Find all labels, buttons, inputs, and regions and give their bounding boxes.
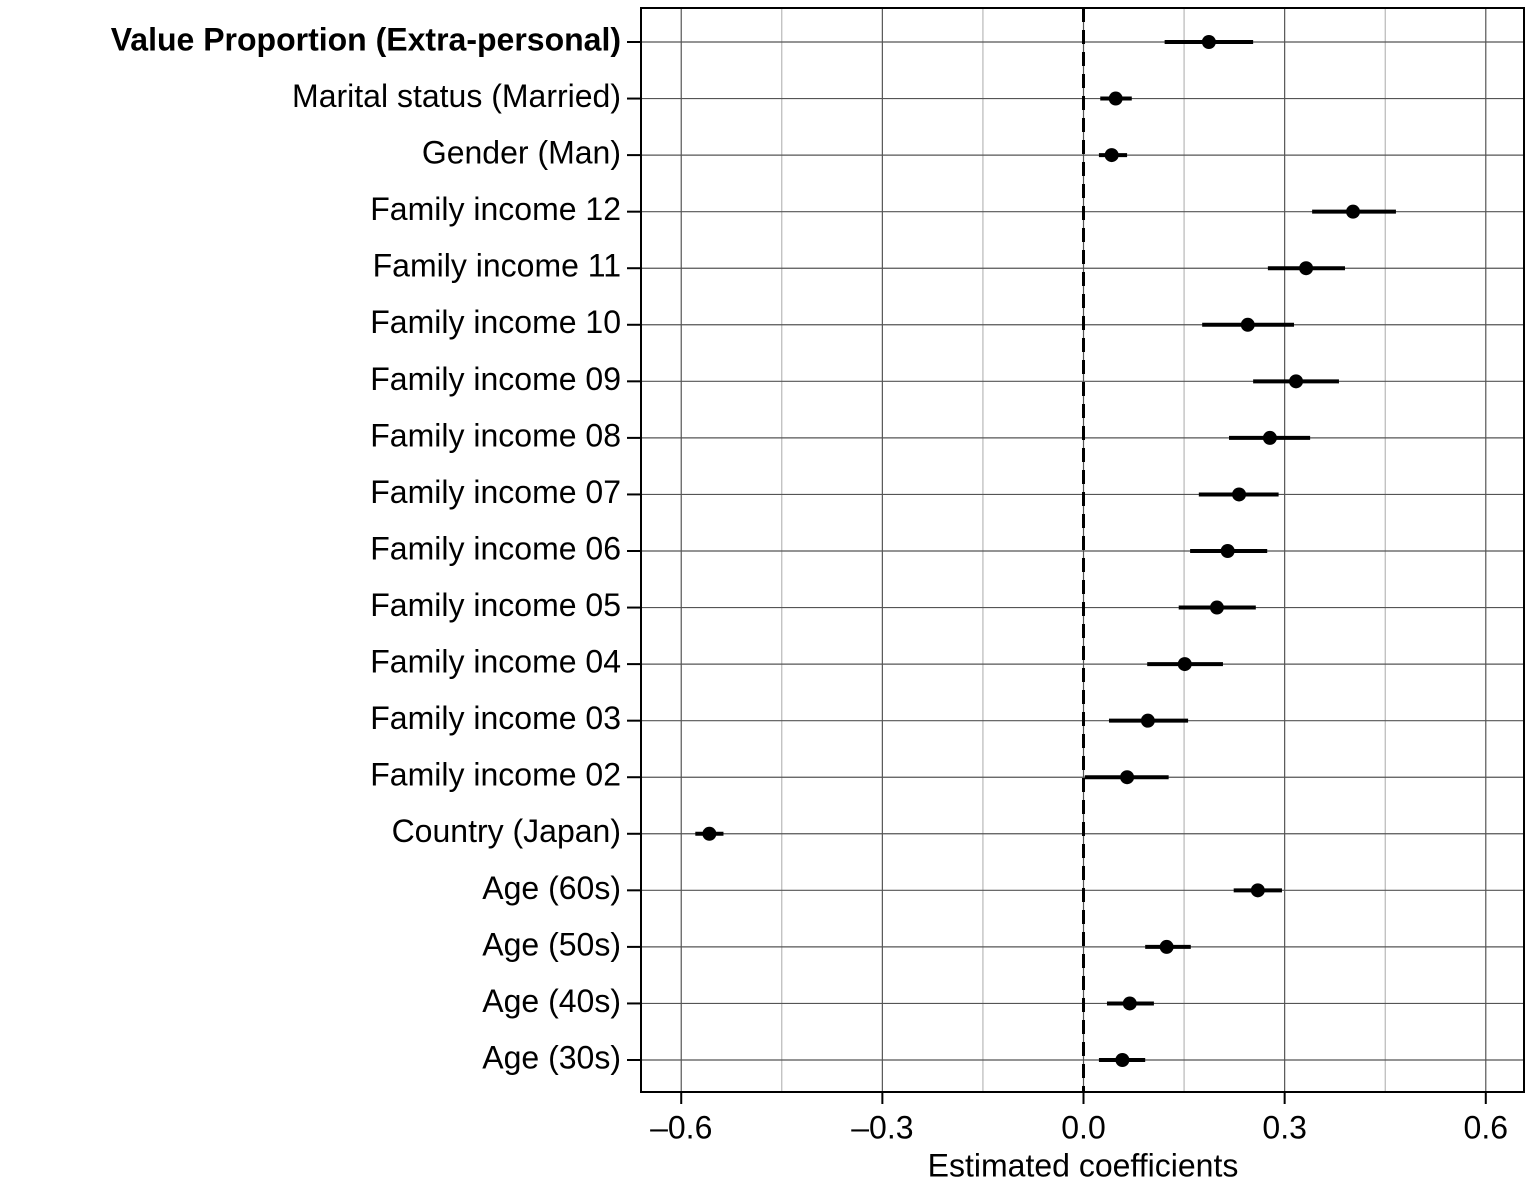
point-estimate bbox=[1240, 317, 1255, 332]
y-tick-label: Age (60s) bbox=[482, 870, 621, 906]
point-estimate bbox=[1159, 939, 1174, 954]
point-estimate bbox=[1108, 91, 1123, 106]
point-estimate bbox=[702, 826, 717, 841]
point-estimate bbox=[1346, 204, 1361, 219]
plot-frame bbox=[640, 7, 1525, 1093]
point-estimate bbox=[1201, 35, 1216, 49]
point-estimate bbox=[1299, 261, 1314, 276]
y-tick-label: Family income 02 bbox=[370, 757, 621, 793]
y-tick-label: Family income 05 bbox=[370, 587, 621, 623]
x-tick-label: 0.3 bbox=[1262, 1109, 1306, 1145]
x-tick-label: 0.0 bbox=[1061, 1109, 1105, 1145]
point-estimate bbox=[1232, 487, 1247, 502]
y-tick-label: Family income 04 bbox=[370, 644, 621, 680]
y-tick-label: Gender (Man) bbox=[422, 135, 621, 171]
x-tick-label: –0.3 bbox=[851, 1109, 913, 1145]
y-tick-label: Family income 10 bbox=[370, 304, 621, 340]
y-tick-label: Family income 11 bbox=[373, 248, 621, 284]
point-estimate bbox=[1122, 996, 1137, 1011]
point-estimate bbox=[1220, 544, 1235, 558]
y-tick-label: Family income 09 bbox=[370, 361, 621, 397]
y-tick-label: Family income 07 bbox=[370, 474, 621, 510]
point-estimate bbox=[1209, 600, 1224, 615]
x-axis-label: Estimated coefficients bbox=[928, 1147, 1239, 1183]
y-tick-label: Family income 12 bbox=[370, 191, 621, 227]
x-tick-label: 0.6 bbox=[1464, 1109, 1508, 1145]
y-tick-label: Value Proportion (Extra-personal) bbox=[111, 21, 621, 57]
point-estimate bbox=[1115, 1053, 1130, 1067]
point-estimate bbox=[1289, 374, 1304, 389]
point-estimate bbox=[1140, 713, 1155, 728]
y-tick-label: Age (30s) bbox=[482, 1039, 621, 1075]
point-estimate bbox=[1177, 657, 1192, 672]
point-estimate bbox=[1262, 430, 1277, 445]
point-estimate bbox=[1120, 770, 1135, 785]
point-estimate bbox=[1104, 148, 1119, 163]
y-tick-label: Family income 08 bbox=[370, 417, 621, 453]
y-tick-label: Age (40s) bbox=[482, 983, 621, 1019]
point-estimate bbox=[1250, 883, 1265, 898]
x-tick-label: –0.6 bbox=[650, 1109, 712, 1145]
y-tick-label: Family income 06 bbox=[370, 530, 621, 566]
y-tick-label: Marital status (Married) bbox=[292, 78, 621, 114]
y-tick-label: Age (50s) bbox=[482, 926, 621, 962]
y-tick-label: Country (Japan) bbox=[392, 813, 621, 849]
y-tick-label: Family income 03 bbox=[370, 700, 621, 736]
